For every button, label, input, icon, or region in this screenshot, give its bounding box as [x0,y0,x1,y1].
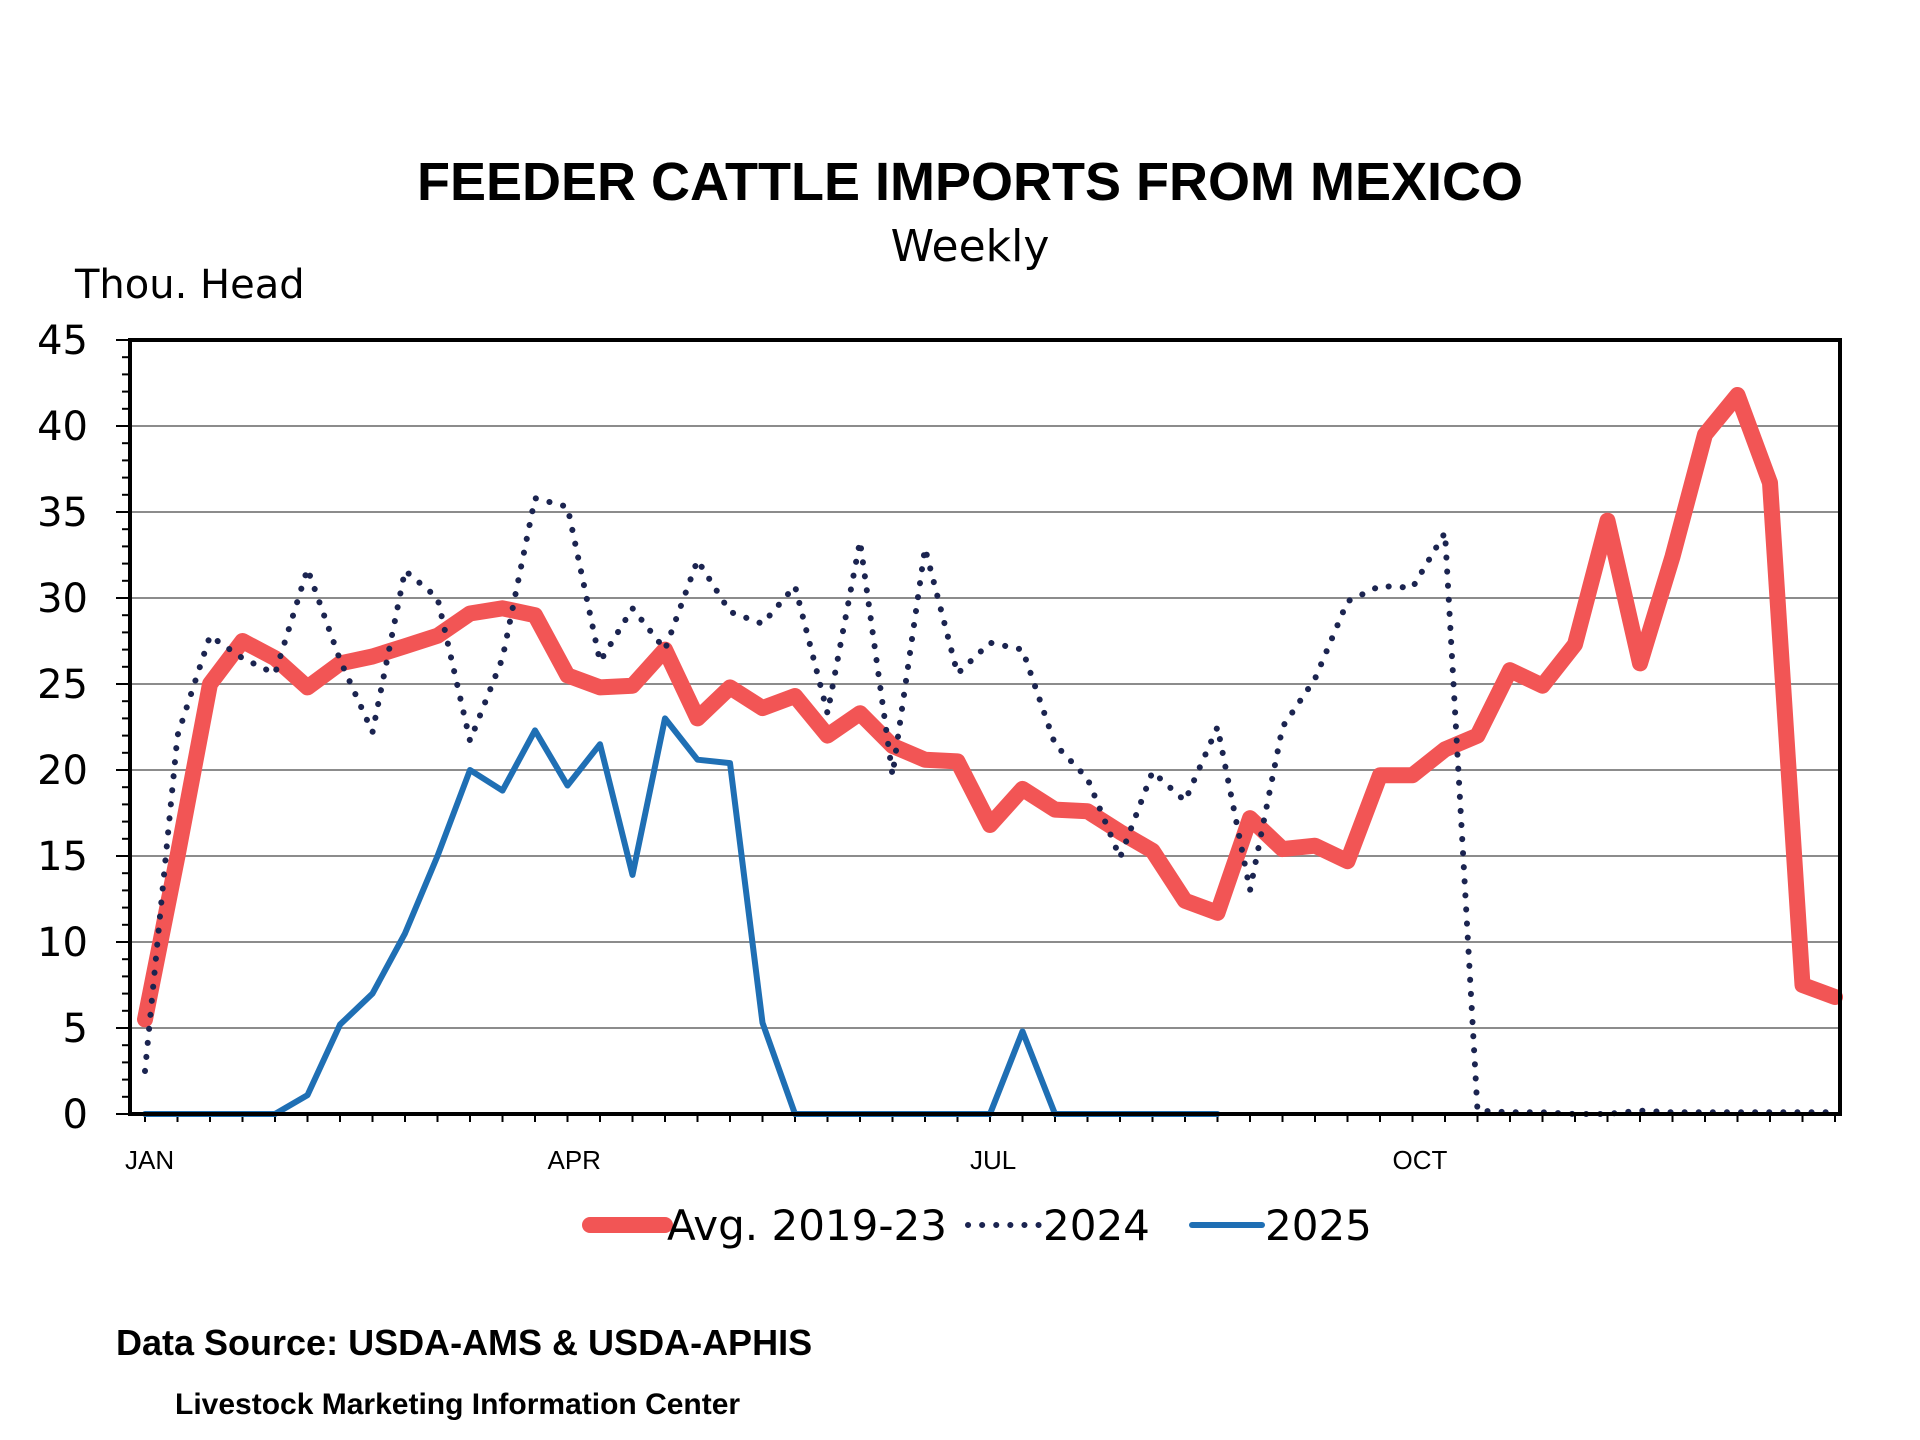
y-tick-label: 5 [63,1006,88,1052]
x-axis-ticks: JAN APR JUL OCT [125,1114,1836,1175]
data-source-note: Data Source: USDA-AMS & USDA-APHIS [116,1322,812,1363]
y-tick-label: 25 [37,662,88,708]
credit-note: Livestock Marketing Information Center [175,1388,740,1421]
x-tick-label: APR [548,1145,601,1175]
legend-label: 2025 [1265,1201,1372,1250]
plot-area-border [128,338,1842,1116]
y-tick-label: 30 [37,576,88,622]
y-tick-label: 20 [37,748,88,794]
y-tick-label: 10 [37,920,88,966]
y-axis-ticks: 0 5 10 15 20 25 30 35 40 45 [37,318,130,1138]
series-line-2024 [142,495,1838,1117]
y-tick-label: 35 [37,490,88,536]
x-tick-label: JUL [970,1145,1016,1175]
legend: Avg. 2019-23 2024 2025 [582,1201,1372,1250]
x-tick-label: JAN [125,1145,174,1175]
series-line-2025 [142,715,1221,1117]
series-line-avg-2019-23 [137,387,1843,1028]
series-lines [137,387,1843,1117]
y-tick-label: 0 [63,1092,88,1138]
x-tick-label: OCT [1393,1145,1448,1175]
y-tick-label: 40 [37,404,88,450]
gridlines [130,425,1840,1029]
legend-label: Avg. 2019-23 [667,1201,947,1250]
legend-label: 2024 [1043,1201,1150,1250]
y-axis-unit-label: Thou. Head [74,262,305,308]
y-tick-label: 15 [37,834,88,880]
chart-subtitle: Weekly [891,221,1050,272]
y-tick-label: 45 [37,318,88,364]
chart-title: FEEDER CATTLE IMPORTS FROM MEXICO [417,152,1523,212]
